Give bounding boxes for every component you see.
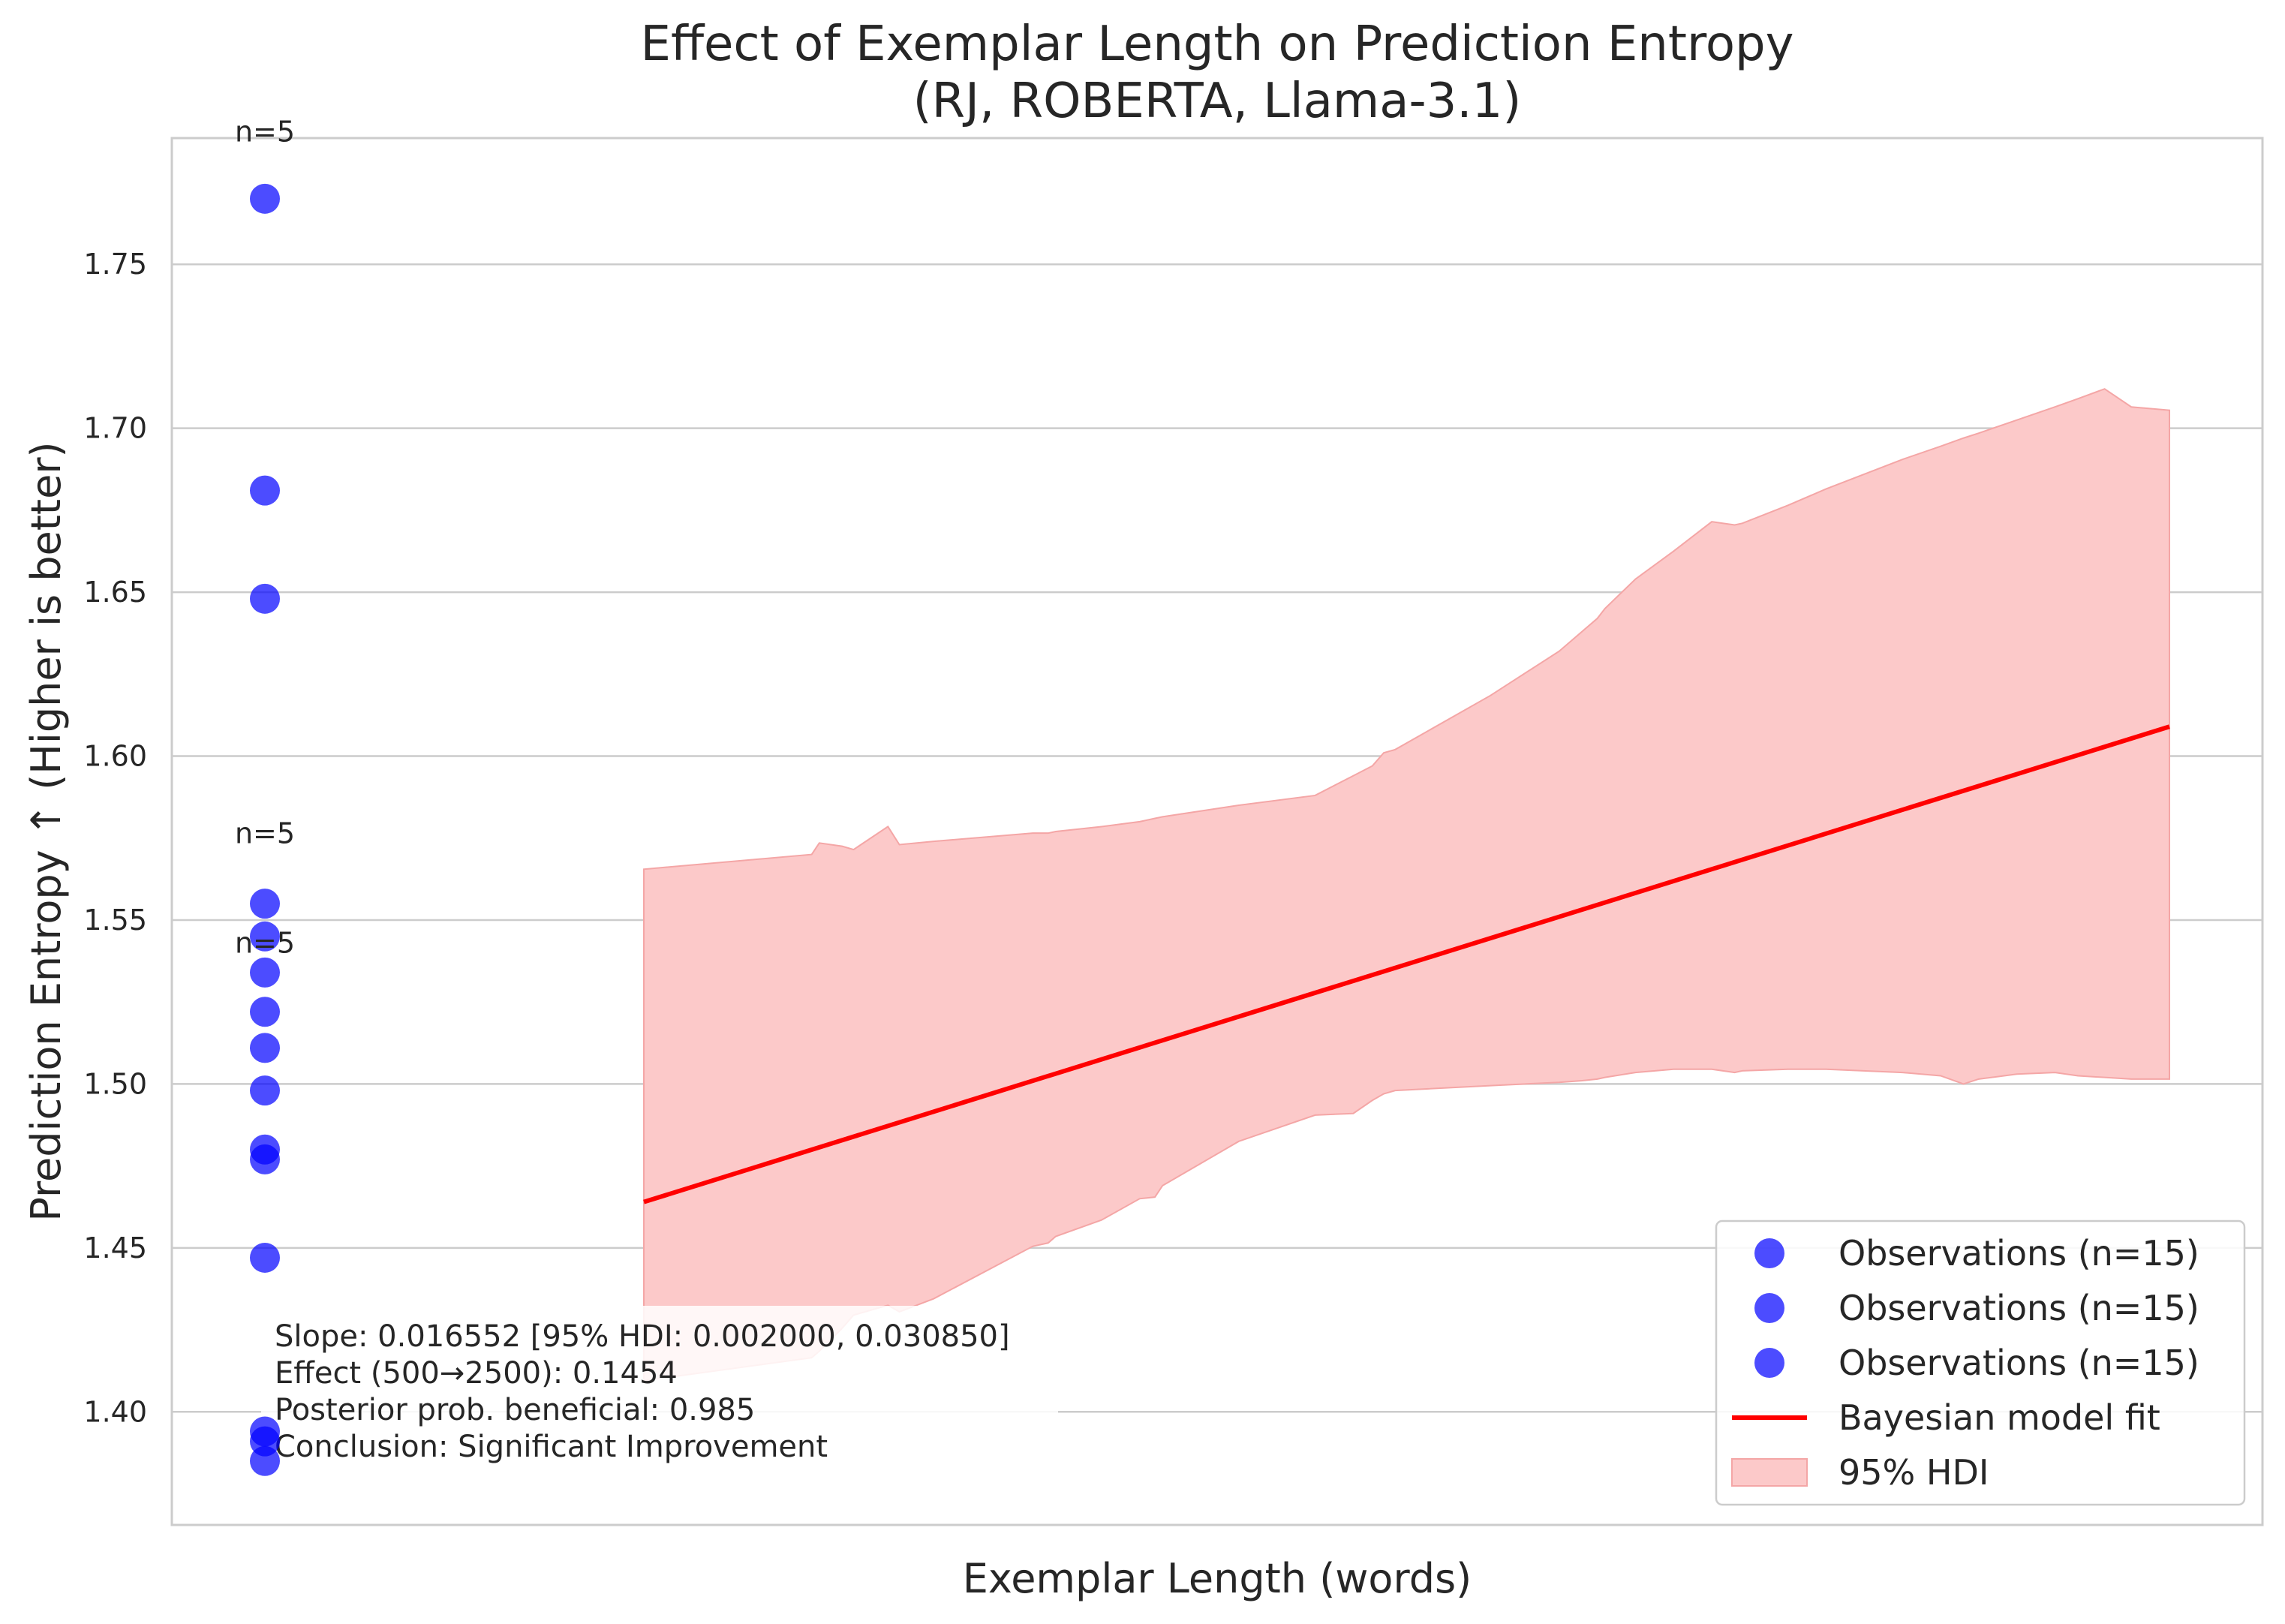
stats-box bbox=[261, 1306, 1058, 1463]
legend-label: Observations (n=15) bbox=[1839, 1343, 2199, 1383]
y-tick-label: 1.60 bbox=[83, 740, 147, 773]
x-axis-label: Exemplar Length (words) bbox=[963, 1555, 1472, 1602]
observation-point bbox=[250, 997, 280, 1027]
observation-point bbox=[250, 1242, 280, 1273]
legend-patch bbox=[1731, 1458, 1808, 1487]
observation-points bbox=[250, 183, 280, 1476]
y-tick-label: 1.65 bbox=[83, 576, 147, 609]
legend-label: Observations (n=15) bbox=[1839, 1288, 2199, 1328]
y-tick-label: 1.45 bbox=[83, 1232, 147, 1265]
stats-line: Effect (500→2500): 0.1454 bbox=[275, 1356, 678, 1391]
observation-point bbox=[250, 475, 280, 506]
stats-line: Conclusion: Significant Improvement bbox=[275, 1430, 828, 1464]
group-count-label: n=5 bbox=[235, 927, 295, 960]
fit-line bbox=[643, 724, 2170, 1204]
y-tick-label: 1.70 bbox=[83, 412, 147, 445]
legend-label: Bayesian model fit bbox=[1839, 1397, 2160, 1438]
stats-line: Posterior prob. beneficial: 0.985 bbox=[275, 1393, 755, 1427]
stats-annotation: Slope: 0.016552 [95% HDI: 0.002000, 0.03… bbox=[261, 1306, 1058, 1464]
observation-point bbox=[250, 957, 280, 988]
legend-label: 95% HDI bbox=[1839, 1452, 1989, 1493]
group-count-labels: n=5 n=5 n=5 bbox=[235, 115, 295, 959]
y-tick-label: 1.50 bbox=[83, 1067, 147, 1100]
y-axis-label: Prediction Entropy ↑ (Higher is better) bbox=[23, 441, 70, 1221]
observation-point bbox=[250, 1144, 280, 1174]
y-tick-label: 1.75 bbox=[83, 248, 147, 281]
legend-marker bbox=[1754, 1293, 1784, 1323]
legend-frame bbox=[1715, 1220, 2246, 1506]
legend: Observations (n=15) Observations (n=15) Ob… bbox=[1715, 1220, 2246, 1506]
stats-line: Slope: 0.016552 [95% HDI: 0.002000, 0.03… bbox=[275, 1319, 1010, 1354]
y-tick-label: 1.55 bbox=[83, 904, 147, 937]
observation-point bbox=[250, 583, 280, 614]
legend-marker bbox=[1754, 1348, 1784, 1378]
group-count-label: n=5 bbox=[235, 817, 295, 850]
chart-title-line2: (RJ, ROBERTA, Llama-3.1) bbox=[913, 74, 1522, 129]
chart-title-line1: Effect of Exemplar Length on Prediction … bbox=[641, 17, 1794, 72]
group-count-label: n=5 bbox=[235, 115, 295, 148]
legend-label: Observations (n=15) bbox=[1839, 1233, 2199, 1274]
observation-point bbox=[250, 1075, 280, 1106]
observation-point bbox=[250, 1445, 280, 1476]
observation-point bbox=[250, 921, 280, 952]
fit-line-layer bbox=[643, 724, 2170, 1204]
observation-point bbox=[250, 1033, 280, 1063]
hdi-band-layer bbox=[643, 388, 2170, 1382]
observation-point bbox=[250, 889, 280, 919]
observation-point bbox=[250, 183, 280, 214]
hdi-band bbox=[643, 388, 2170, 1382]
y-tick-label: 1.40 bbox=[83, 1395, 147, 1428]
y-tick-labels: 1.40 1.45 1.50 1.55 1.60 1.65 1.70 1.75 bbox=[83, 248, 147, 1428]
legend-marker bbox=[1754, 1238, 1784, 1268]
